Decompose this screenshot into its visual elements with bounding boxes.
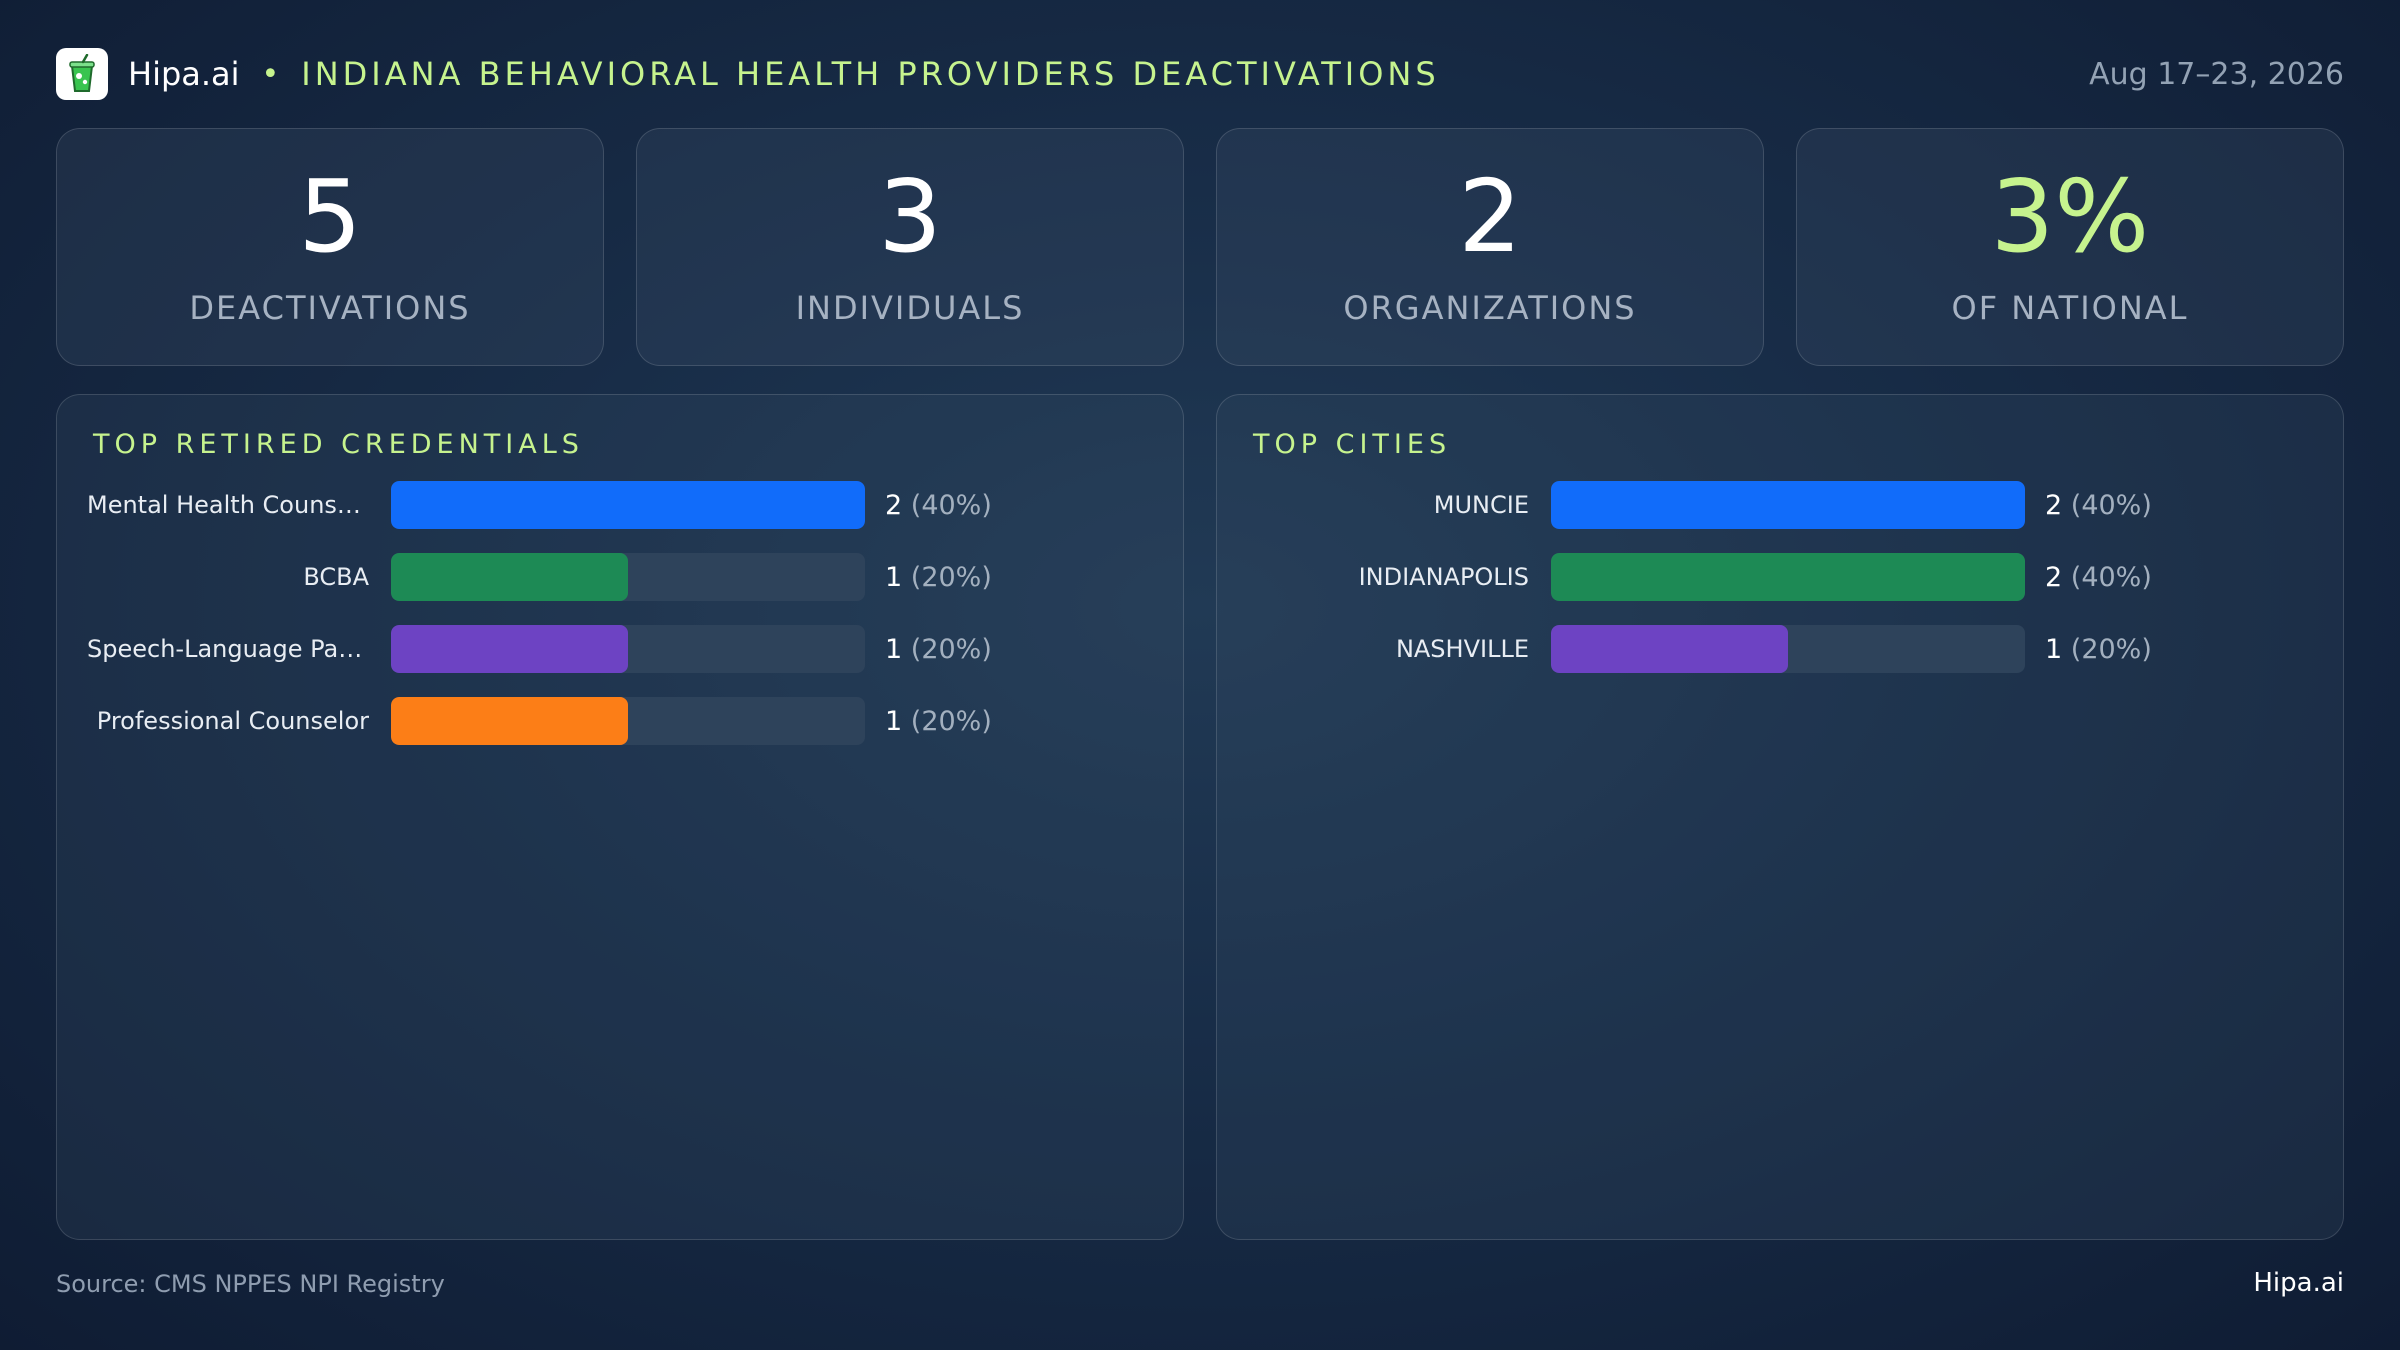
bar-label: NASHVILLE [1395,635,1529,663]
bar-track [1551,481,2025,529]
bar [391,553,628,601]
bar [391,697,628,745]
bar-percent: (40%) [2070,561,2152,593]
bar-percent: (20%) [910,561,992,593]
cities-bar-list: MUNCIE 2 (40%) INDIANAPOLIS 2 (40%) NASHVILL… [1217,481,2343,697]
brand-name: Hipa.ai [128,55,240,93]
bar-count: 1 [885,705,903,737]
bar-label: Speech-Language Pathol… [87,635,391,663]
kpi-value: 3% [1990,158,2150,275]
chart-title: TOP CITIES [1253,429,1452,460]
bar [391,625,628,673]
bar-label: INDIANAPOLIS [1358,563,1529,591]
kpi-card-organizations: 2 ORGANIZATIONS [1216,128,1764,366]
bar-value-label: 2 (40%) [2045,562,2152,593]
bar-track [391,625,865,673]
bar-percent: (40%) [910,489,992,521]
kpi-value: 2 [1458,158,1522,275]
cities-chart-panel: TOP CITIES MUNCIE 2 (40%) INDIANAPOLIS 2 (4… [1216,394,2344,1240]
bar-track [391,481,865,529]
bar-row: Speech-Language Pathol… 1 (20%) [57,625,1183,673]
bar-value-label: 1 (20%) [885,706,992,737]
kpi-card-national-share: 3% OF NATIONAL [1796,128,2344,366]
chart-title: TOP RETIRED CREDENTIALS [93,429,584,460]
bar-value-label: 2 (40%) [2045,490,2152,521]
title-separator: • [261,56,280,92]
bar-label: Professional Counselor [96,707,369,735]
bar [1551,553,2025,601]
bar-row: BCBA 1 (20%) [57,553,1183,601]
bar-percent: (20%) [910,705,992,737]
kpi-value: 5 [298,158,362,275]
bar-count: 2 [2045,489,2063,521]
bar-track [391,553,865,601]
header: Hipa.ai • INDIANA BEHAVIORAL HEALTH PROV… [56,46,2344,102]
bar-track [391,697,865,745]
kpi-row: 5 DEACTIVATIONS 3 INDIVIDUALS 2 ORGANIZA… [56,128,2344,366]
bar-row: MUNCIE 2 (40%) [1217,481,2343,529]
bar-track [1551,553,2025,601]
bar-row: Mental Health Counselor 2 (40%) [57,481,1183,529]
bar-count: 1 [885,633,903,665]
kpi-card-deactivations: 5 DEACTIVATIONS [56,128,604,366]
kpi-label: INDIVIDUALS [795,289,1025,327]
kpi-card-individuals: 3 INDIVIDUALS [636,128,1184,366]
bar-percent: (40%) [2070,489,2152,521]
page-title: INDIANA BEHAVIORAL HEALTH PROVIDERS DEAC… [301,55,1440,93]
bar [391,481,865,529]
source-note: Source: CMS NPPES NPI Registry [56,1270,445,1298]
kpi-label: OF NATIONAL [1951,289,2189,327]
footer-brand: Hipa.ai [2253,1268,2344,1298]
bar-percent: (20%) [910,633,992,665]
kpi-label: DEACTIVATIONS [189,289,471,327]
kpi-label: ORGANIZATIONS [1343,289,1637,327]
credentials-bar-list: Mental Health Counselor 2 (40%) BCBA 1 (20%… [57,481,1183,769]
bar-row: NASHVILLE 1 (20%) [1217,625,2343,673]
bar-track [1551,625,2025,673]
bar-count: 1 [2045,633,2063,665]
bar [1551,625,1788,673]
bar-count: 2 [2045,561,2063,593]
date-range: Aug 17–23, 2026 [2089,56,2344,92]
bar [1551,481,2025,529]
bar-percent: (20%) [2070,633,2152,665]
drink-cup-icon [56,48,108,100]
bar-count: 1 [885,561,903,593]
bar-label: BCBA [303,563,369,591]
bar-row: INDIANAPOLIS 2 (40%) [1217,553,2343,601]
kpi-value: 3 [878,158,942,275]
bar-value-label: 2 (40%) [885,490,992,521]
bar-value-label: 1 (20%) [885,562,992,593]
bar-row: Professional Counselor 1 (20%) [57,697,1183,745]
bar-count: 2 [885,489,903,521]
credentials-chart-panel: TOP RETIRED CREDENTIALS Mental Health Co… [56,394,1184,1240]
bar-label: Mental Health Counselor [87,491,383,519]
bar-value-label: 1 (20%) [885,634,992,665]
bar-value-label: 1 (20%) [2045,634,2152,665]
bar-label: MUNCIE [1433,491,1529,519]
